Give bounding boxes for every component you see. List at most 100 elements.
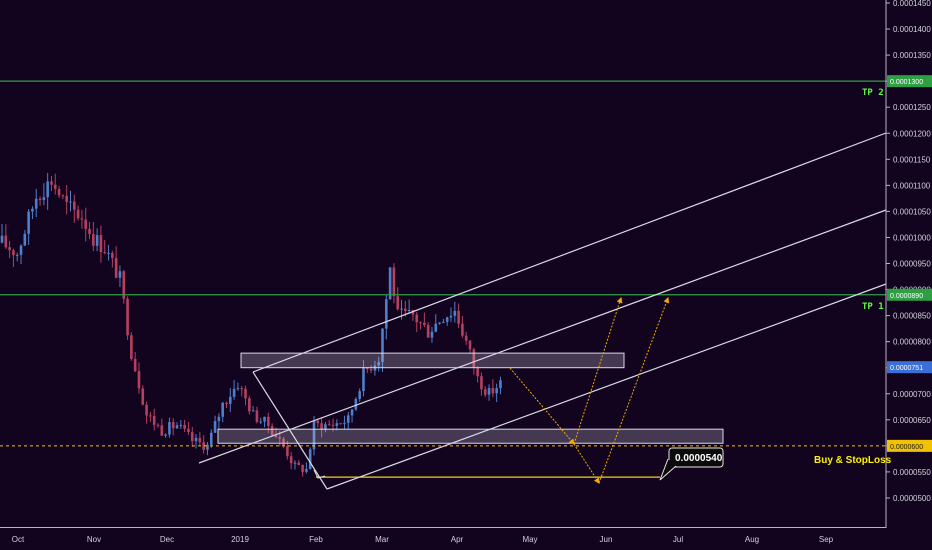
- candle-body: [244, 388, 247, 399]
- horizontal-levels[interactable]: [0, 80, 886, 478]
- price-tick-label: 0.0001400: [893, 25, 931, 34]
- candle-body: [156, 424, 160, 426]
- candle-body: [92, 234, 95, 246]
- candle-body: [114, 257, 118, 278]
- candle-body: [145, 404, 148, 416]
- candle-body: [343, 422, 346, 424]
- candle-body: [46, 181, 49, 198]
- time-tick-label: Mar: [375, 535, 389, 544]
- candle-body: [217, 416, 221, 422]
- candle-body: [438, 322, 441, 324]
- candle-body: [339, 423, 342, 425]
- candlestick-series: [0, 173, 502, 477]
- channel-line[interactable]: [198, 209, 887, 464]
- price-tick-label: 0.0001350: [893, 51, 931, 60]
- candle-body: [324, 424, 327, 430]
- time-tick-label: Aug: [745, 535, 759, 544]
- candle-body: [457, 310, 460, 324]
- candle-body: [404, 308, 407, 311]
- candle-body: [415, 314, 419, 323]
- candle-body: [423, 322, 426, 325]
- candle-body: [88, 228, 91, 235]
- callout-pointer: [659, 458, 677, 481]
- candle-body: [320, 423, 323, 430]
- candle-body: [381, 328, 384, 362]
- candle-body: [419, 322, 422, 324]
- candle-body: [183, 424, 186, 429]
- price-tag-text: 0.0001300: [890, 79, 923, 86]
- candle-body: [468, 340, 472, 350]
- candle-body: [8, 247, 11, 251]
- candle-body: [270, 426, 274, 436]
- projection-arrow[interactable]: [509, 367, 575, 445]
- projection-arrows[interactable]: [509, 296, 670, 485]
- candle-body: [267, 416, 270, 427]
- candle-body: [53, 184, 57, 189]
- channel-connector[interactable]: [252, 371, 328, 490]
- time-axis[interactable]: Oct Nov Dec 2019 Feb Mar Apr May Jun Jul Aug Sep: [12, 535, 834, 544]
- zones[interactable]: [217, 352, 724, 444]
- time-tick-label: Oct: [12, 535, 25, 544]
- candle-body: [312, 420, 316, 450]
- channel-line[interactable]: [252, 132, 887, 373]
- candle-body: [491, 388, 495, 394]
- candle-body: [331, 424, 335, 426]
- buy-stoploss-label: Buy & StopLoss: [814, 455, 892, 466]
- pattern-marker: [313, 469, 326, 479]
- candle-body: [282, 438, 285, 446]
- candle-body: [15, 254, 19, 256]
- projection-arrow[interactable]: [573, 296, 623, 445]
- candle-body: [308, 449, 312, 469]
- candle-body: [225, 402, 228, 404]
- price-tags: 0.0001300 0.0000890 0.0000751 0.0000600: [887, 75, 932, 452]
- candle-body: [61, 195, 65, 197]
- candle-body: [483, 389, 487, 395]
- channel-line[interactable]: [326, 283, 887, 490]
- candle-body: [301, 464, 304, 472]
- callout-0000540[interactable]: 0.0000540: [659, 447, 724, 481]
- time-tick-label: May: [522, 535, 537, 544]
- candle-body: [175, 425, 179, 429]
- time-tick-label: Jul: [673, 535, 683, 544]
- candle-body: [248, 398, 251, 412]
- candle-body: [209, 432, 213, 445]
- projection-arrow[interactable]: [598, 296, 670, 484]
- price-tick-label: 0.0001050: [893, 207, 931, 216]
- candle-body: [229, 396, 232, 404]
- candle-body: [38, 198, 42, 201]
- candle-body: [480, 376, 483, 390]
- candle-body: [263, 416, 266, 422]
- candle-body: [42, 197, 46, 201]
- candle-body: [160, 425, 164, 436]
- candle-body: [152, 416, 156, 425]
- candle-body: [19, 245, 23, 255]
- resistance-zone[interactable]: [240, 352, 625, 369]
- candle-body: [255, 410, 259, 422]
- price-tag-box: [887, 75, 932, 88]
- candle-body: [354, 398, 358, 410]
- candle-body: [411, 309, 415, 315]
- candle-body: [80, 218, 84, 220]
- candle-body: [453, 310, 457, 316]
- candle-body: [350, 409, 354, 416]
- trend-channel[interactable]: [198, 132, 887, 490]
- candle-body: [461, 323, 464, 336]
- candle-body: [69, 201, 72, 203]
- price-tag-box: [887, 288, 932, 301]
- candle-body: [213, 421, 217, 433]
- time-tick-label: Apr: [451, 535, 464, 544]
- candle-body: [27, 211, 30, 234]
- candle-body: [99, 235, 103, 253]
- candle-body: [434, 323, 438, 332]
- price-tick-label: 0.0001250: [893, 103, 931, 112]
- candle-body: [358, 391, 361, 399]
- projection-arrow[interactable]: [573, 443, 600, 485]
- candle-body: [449, 315, 453, 318]
- price-tick-label: 0.0001100: [893, 181, 931, 190]
- candle-body: [187, 428, 190, 433]
- time-tick-label: Feb: [309, 535, 323, 544]
- candle-body: [407, 309, 411, 311]
- candle-body: [388, 267, 392, 300]
